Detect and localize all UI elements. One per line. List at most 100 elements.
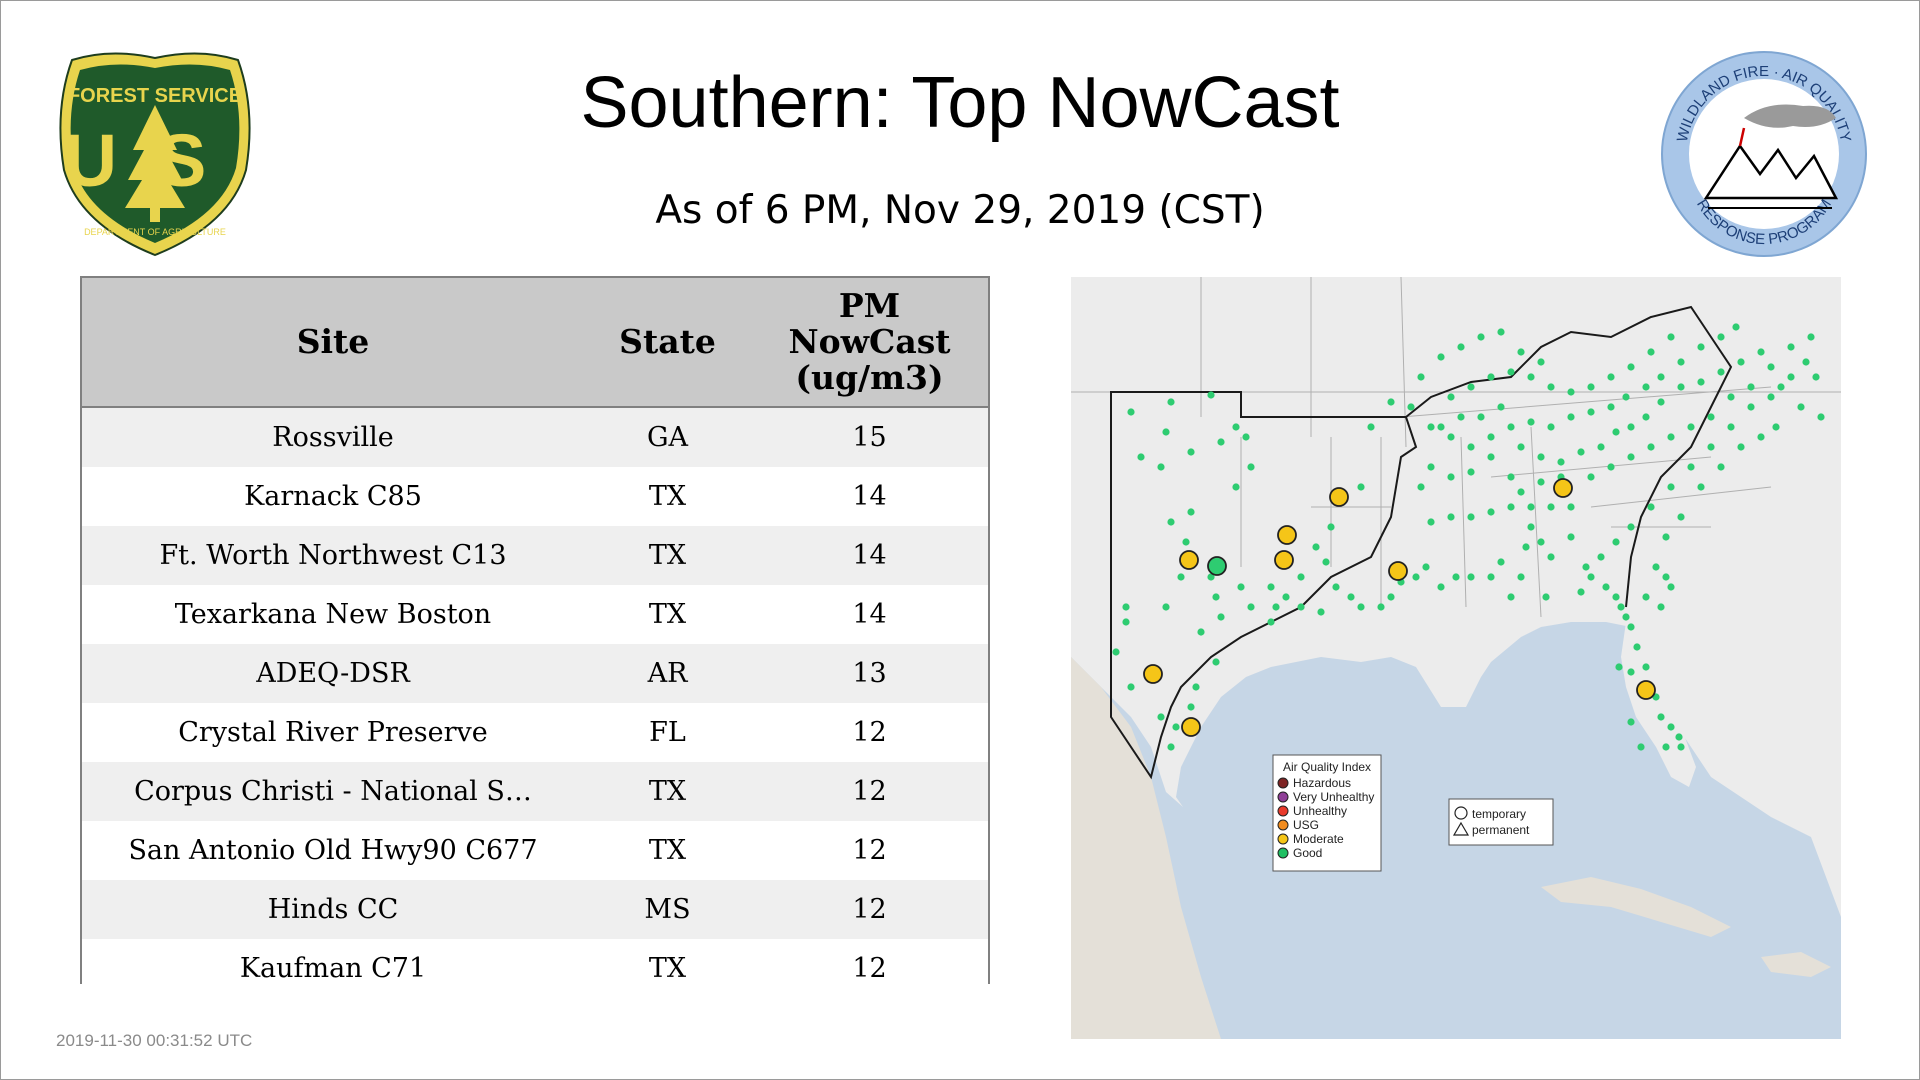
monitor-dot[interactable] [1802, 358, 1810, 366]
monitor-dot[interactable] [1517, 488, 1525, 496]
monitor-dot[interactable] [1567, 503, 1575, 511]
monitor-dot[interactable] [1787, 343, 1795, 351]
monitor-dot[interactable] [1457, 413, 1465, 421]
monitor-dot[interactable] [1607, 373, 1615, 381]
monitor-dot[interactable] [1332, 583, 1340, 591]
monitor-dot[interactable] [1637, 743, 1645, 751]
monitor-dot[interactable] [1647, 503, 1655, 511]
monitor-dot[interactable] [1787, 373, 1795, 381]
monitor-dot[interactable] [1657, 713, 1665, 721]
monitor-dot[interactable] [1177, 573, 1185, 581]
monitor-dot[interactable] [1487, 433, 1495, 441]
monitor-dot[interactable] [1622, 613, 1630, 621]
monitor-dot[interactable] [1627, 423, 1635, 431]
monitor-dot[interactable] [1697, 378, 1705, 386]
monitor-markers[interactable] [1112, 323, 1825, 751]
monitor-dot[interactable] [1467, 513, 1475, 521]
monitor-dot[interactable] [1487, 453, 1495, 461]
monitor-dot[interactable] [1542, 593, 1550, 601]
monitor-dot[interactable] [1437, 583, 1445, 591]
monitor-dot[interactable] [1602, 583, 1610, 591]
monitor-dot[interactable] [1172, 723, 1180, 731]
monitor-dot[interactable] [1197, 628, 1205, 636]
monitor-dot[interactable] [1642, 383, 1650, 391]
monitor-dot[interactable] [1757, 433, 1765, 441]
monitor-dot[interactable] [1192, 683, 1200, 691]
monitor-dot[interactable] [1187, 703, 1195, 711]
monitor-dot[interactable] [1657, 373, 1665, 381]
monitor-dot[interactable] [1127, 683, 1135, 691]
monitor-dot[interactable] [1422, 563, 1430, 571]
monitor-dot[interactable] [1437, 353, 1445, 361]
monitor-dot[interactable] [1217, 613, 1225, 621]
monitor-dot-large[interactable] [1181, 717, 1201, 737]
monitor-dot[interactable] [1677, 513, 1685, 521]
monitor-dot[interactable] [1587, 408, 1595, 416]
monitor-dot[interactable] [1627, 363, 1635, 371]
monitor-dot[interactable] [1187, 448, 1195, 456]
monitor-dot[interactable] [1627, 623, 1635, 631]
monitor-dot[interactable] [1242, 433, 1250, 441]
monitor-dot-large[interactable] [1388, 561, 1408, 581]
monitor-dot-large[interactable] [1143, 664, 1163, 684]
monitor-dot[interactable] [1347, 593, 1355, 601]
monitor-dot[interactable] [1767, 363, 1775, 371]
monitor-dot[interactable] [1732, 323, 1740, 331]
monitor-dot[interactable] [1357, 483, 1365, 491]
monitor-dot[interactable] [1487, 508, 1495, 516]
monitor-dot[interactable] [1427, 463, 1435, 471]
monitor-dot[interactable] [1412, 573, 1420, 581]
monitor-dot[interactable] [1187, 508, 1195, 516]
monitor-dot[interactable] [1167, 518, 1175, 526]
monitor-dot[interactable] [1737, 443, 1745, 451]
monitor-dot[interactable] [1667, 333, 1675, 341]
monitor-dot[interactable] [1127, 408, 1135, 416]
header-state[interactable]: State [584, 278, 751, 408]
monitor-dot[interactable] [1817, 413, 1825, 421]
monitor-dot[interactable] [1757, 348, 1765, 356]
monitor-dot[interactable] [1807, 333, 1815, 341]
monitor-dot[interactable] [1417, 373, 1425, 381]
monitor-dot[interactable] [1137, 453, 1145, 461]
monitor-dot[interactable] [1327, 523, 1335, 531]
monitor-dot[interactable] [1387, 593, 1395, 601]
monitor-dot[interactable] [1767, 393, 1775, 401]
monitor-dot[interactable] [1162, 603, 1170, 611]
monitor-dot[interactable] [1282, 593, 1290, 601]
monitor-dot[interactable] [1357, 603, 1365, 611]
monitor-dot-large[interactable] [1329, 487, 1349, 507]
monitor-dot[interactable] [1317, 608, 1325, 616]
monitor-dot[interactable] [1427, 423, 1435, 431]
monitor-dot[interactable] [1447, 513, 1455, 521]
monitor-dot[interactable] [1517, 348, 1525, 356]
monitor-dot[interactable] [1122, 618, 1130, 626]
monitor-dot[interactable] [1577, 448, 1585, 456]
header-site[interactable]: Site [82, 278, 584, 408]
monitor-dot[interactable] [1527, 503, 1535, 511]
monitor-dot[interactable] [1272, 603, 1280, 611]
monitor-dot[interactable] [1697, 343, 1705, 351]
monitor-dot[interactable] [1667, 723, 1675, 731]
monitor-dot[interactable] [1642, 593, 1650, 601]
monitor-dot[interactable] [1467, 383, 1475, 391]
monitor-dot[interactable] [1677, 743, 1685, 751]
monitor-dot[interactable] [1467, 468, 1475, 476]
monitor-dot[interactable] [1612, 593, 1620, 601]
monitor-dot[interactable] [1487, 573, 1495, 581]
monitor-dot[interactable] [1507, 423, 1515, 431]
monitor-dot[interactable] [1522, 543, 1530, 551]
monitor-dot[interactable] [1567, 533, 1575, 541]
monitor-dot[interactable] [1237, 583, 1245, 591]
monitor-dot[interactable] [1612, 538, 1620, 546]
monitor-dot[interactable] [1547, 383, 1555, 391]
monitor-dot[interactable] [1567, 413, 1575, 421]
monitor-dot[interactable] [1427, 518, 1435, 526]
monitor-dot[interactable] [1547, 503, 1555, 511]
monitor-dot[interactable] [1717, 463, 1725, 471]
monitor-dot[interactable] [1312, 543, 1320, 551]
monitor-dot-large[interactable] [1553, 478, 1573, 498]
monitor-dot[interactable] [1207, 573, 1215, 581]
monitor-dot[interactable] [1557, 458, 1565, 466]
monitor-dot[interactable] [1627, 523, 1635, 531]
monitor-dot[interactable] [1627, 668, 1635, 676]
